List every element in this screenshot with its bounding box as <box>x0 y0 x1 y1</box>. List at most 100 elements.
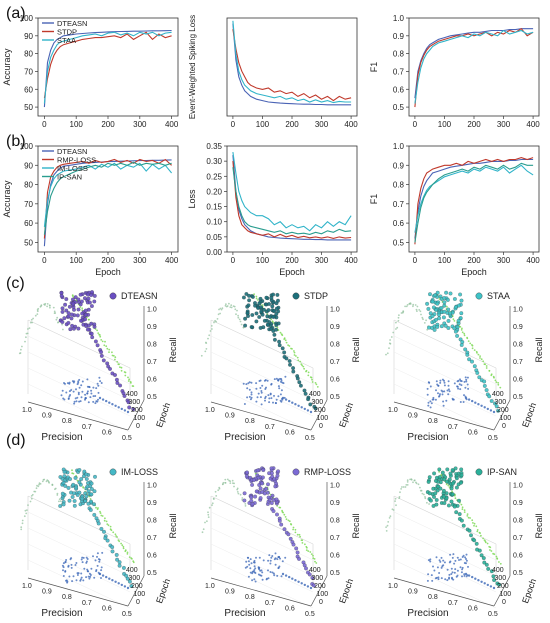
wall-projection-point <box>233 485 235 488</box>
floor-projection-point <box>279 393 282 396</box>
wall-projection-point <box>229 306 232 308</box>
projection-point <box>108 348 111 351</box>
series-line-dteasn <box>232 155 352 241</box>
scatter-point <box>486 566 491 571</box>
legend-label: DTEASN <box>121 291 158 301</box>
projection-point <box>118 540 121 543</box>
floor-projection-point <box>441 393 444 396</box>
floor-projection-point <box>117 582 120 585</box>
wall-projection-point <box>62 328 64 331</box>
floor-projection-point <box>448 573 451 576</box>
floor-projection-point <box>474 577 477 580</box>
x-tick-label: 100 <box>256 256 270 265</box>
floor-projection-point <box>456 569 459 572</box>
scatter-point <box>129 584 134 589</box>
recall-tick-label: 0.5 <box>330 570 340 577</box>
floor-projection-point <box>85 397 87 400</box>
floor-projection-point <box>447 380 450 383</box>
epoch-tick-label: 400 <box>492 391 504 398</box>
wall-projection-point <box>222 481 225 484</box>
x-tick-label: 100 <box>70 256 84 265</box>
scatter-point <box>58 475 63 479</box>
floor-projection-point <box>275 402 277 405</box>
floor-projection-point <box>266 379 269 382</box>
floor-projection-point <box>255 556 257 559</box>
projection-point <box>485 365 488 367</box>
wall-projection-point <box>61 323 63 326</box>
floor-projection-point <box>261 384 264 387</box>
floor-projection-point <box>426 579 429 582</box>
wall-projection-point <box>228 479 230 482</box>
projection-point <box>499 562 502 565</box>
scatter-point <box>254 311 259 316</box>
floor-projection-point <box>466 383 469 386</box>
floor-projection-point <box>483 582 486 585</box>
recall-tick-label: 0.5 <box>513 394 523 401</box>
scatter-point <box>442 309 447 314</box>
scatter-point <box>260 481 265 486</box>
floor-projection-point <box>440 566 443 569</box>
floor-projection-point <box>453 571 456 574</box>
scatter-point <box>87 300 92 305</box>
projection-point <box>314 382 317 384</box>
wall-projection-point <box>415 481 417 484</box>
scatter-point <box>258 325 263 330</box>
scatter-point <box>454 485 459 490</box>
floor-projection-point <box>435 380 438 383</box>
projection-point <box>473 524 475 527</box>
scatter-point <box>108 366 112 371</box>
scatter-point <box>458 316 463 321</box>
scatter-point <box>75 313 80 318</box>
x-tick-label: 200 <box>101 120 115 128</box>
scatter-point <box>431 486 436 491</box>
recall-tick-label: 1.0 <box>147 307 157 314</box>
projection-point <box>120 542 122 545</box>
wall-projection-point <box>397 319 400 322</box>
wall-projection-point <box>213 498 215 500</box>
projection-point <box>114 358 116 361</box>
floor-projection-point <box>75 388 77 391</box>
scatter-point <box>72 499 77 503</box>
floor-projection-point <box>74 564 77 566</box>
scatter-point <box>267 471 272 476</box>
floor-projection-point <box>294 403 297 406</box>
floor-projection-point <box>274 557 277 560</box>
floor-projection-point <box>273 574 276 577</box>
floor-projection-point <box>464 572 468 576</box>
floor-projection-point <box>72 390 75 393</box>
wall-projection-point <box>217 313 220 316</box>
scatter-point <box>479 553 484 558</box>
scatter-point <box>92 489 97 494</box>
scatter-point <box>92 293 97 298</box>
floor-projection-point <box>280 575 283 578</box>
floor-projection-point <box>258 556 261 559</box>
precision-tick-label: 0.9 <box>225 413 235 420</box>
scatter-point <box>101 358 106 363</box>
floor-projection-point <box>456 574 459 577</box>
wall-projection-point <box>406 481 409 483</box>
floor-projection-point <box>273 394 275 397</box>
scatter-point <box>113 373 117 377</box>
wall-projection-point <box>216 318 219 320</box>
floor-projection-point <box>90 389 93 392</box>
scatter-point <box>307 572 312 577</box>
floor-projection-point <box>461 575 463 578</box>
floor-projection-point <box>276 574 279 577</box>
scatter-point <box>264 486 269 491</box>
wall-projection-point <box>218 308 220 311</box>
floor-projection-point <box>284 375 287 378</box>
projection-point <box>489 549 491 551</box>
x-tick-label: 400 <box>165 120 179 128</box>
floor-projection-point <box>249 558 252 561</box>
scatter-point <box>69 316 74 321</box>
scatter-point <box>95 343 100 348</box>
wall-projection-point <box>43 478 46 481</box>
precision-tick-label: 0.6 <box>285 429 295 436</box>
y-tick-label: 0.9 <box>393 32 405 41</box>
floor-projection-point <box>80 558 83 561</box>
scatter-point <box>484 562 489 567</box>
floor-projection-point <box>432 565 434 568</box>
floor-projection-point <box>259 379 262 382</box>
scatter-point <box>474 541 479 546</box>
projection-point <box>285 518 288 521</box>
